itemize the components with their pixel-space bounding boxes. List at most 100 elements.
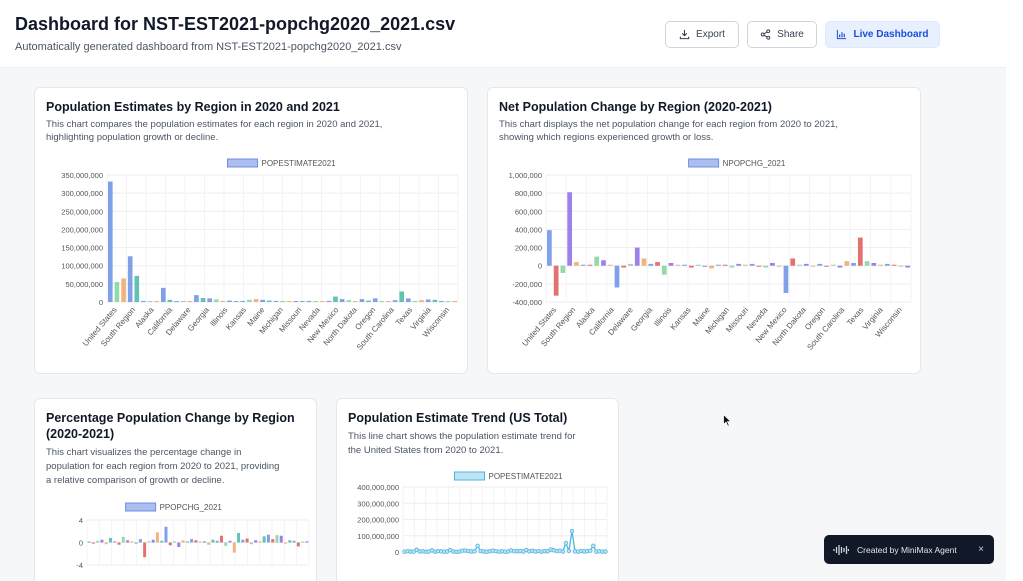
bar: [147, 301, 153, 302]
legend-label: POPESTIMATE2021: [262, 159, 337, 168]
bar: [797, 264, 802, 266]
bar: [258, 541, 262, 543]
share-button[interactable]: Share: [747, 21, 817, 48]
card-title: Population Estimate Trend (US Total): [348, 411, 568, 425]
legend-label: POPESTIMATE2021: [489, 472, 564, 481]
live-dashboard-button[interactable]: Live Dashboard: [825, 21, 940, 48]
bar: [207, 298, 212, 302]
bar: [220, 300, 226, 302]
bar: [154, 301, 159, 302]
bar: [167, 299, 173, 302]
bar: [198, 541, 202, 543]
y-tick-label: 200,000,000: [61, 225, 103, 234]
toast-label: Created by MiniMax Agent: [857, 544, 957, 555]
bar: [247, 299, 252, 302]
bar: [313, 300, 318, 302]
bar: [319, 301, 325, 302]
bar: [648, 263, 654, 266]
y-tick-label: 50,000,000: [65, 280, 103, 289]
bar: [168, 542, 172, 546]
bar: [104, 542, 108, 545]
bar: [445, 301, 451, 302]
bar: [211, 539, 215, 543]
scrollbar-track[interactable]: [1006, 0, 1023, 581]
bar: [134, 542, 138, 544]
bar: [260, 299, 265, 302]
bar: [306, 300, 312, 302]
line-chart-population-trend: POPESTIMATE2021 400,000,000 300,000,000 200…: [357, 471, 608, 557]
bar: [121, 278, 126, 302]
bar: [147, 541, 151, 543]
x-tick-label: Kansas: [224, 306, 248, 332]
bar-chart-net-population-change: NPOPCHG_2021 1,000,000 800,000 600,000 400,0…: [509, 158, 912, 352]
export-button[interactable]: Export: [665, 21, 739, 48]
y-tick-label: 600,000: [515, 207, 542, 216]
x-tick-label: Georgia: [629, 305, 655, 333]
bar: [803, 263, 809, 266]
y-tick-label: -400,000: [512, 298, 542, 307]
page-title: Dashboard for NST-EST2021-popchg2020_202…: [15, 14, 456, 34]
bar-chart-percentage-change: PPOPCHG_2021 4 0 -4: [76, 502, 310, 570]
bar: [601, 260, 606, 266]
bar: [353, 301, 358, 302]
bar: [134, 275, 140, 302]
bar: [702, 265, 708, 267]
minimax-agent-badge[interactable]: Created by MiniMax Agent ×: [824, 535, 994, 564]
bar: [100, 539, 104, 543]
card-description: This line chart shows the population est…: [348, 431, 576, 442]
card-description: showing which regions experienced growth…: [499, 132, 714, 143]
bar: [878, 264, 883, 266]
bar: [574, 262, 579, 266]
cursor-icon: [723, 414, 732, 427]
bar: [127, 256, 133, 302]
bar: [419, 300, 424, 302]
bar: [91, 542, 95, 544]
bar: [844, 261, 850, 266]
bar: [141, 300, 146, 302]
bar: [232, 542, 236, 553]
y-tick-label: 100,000,000: [357, 532, 399, 541]
bar: [729, 265, 735, 268]
bar: [567, 192, 573, 266]
data-point: [591, 543, 596, 549]
chart-card-percentage-change: Percentage Population Change by Region (…: [34, 398, 317, 581]
y-tick-label: 100,000,000: [61, 262, 103, 271]
bar: [180, 301, 186, 302]
export-label: Export: [696, 29, 725, 40]
bar: [372, 298, 378, 302]
card-title: (2020-2021): [46, 427, 115, 441]
bar-chart-population-estimates: POPESTIMATE2021 350,000,000 300,000,000 250…: [61, 158, 459, 352]
bar: [279, 535, 283, 543]
card-description: This chart compares the population estim…: [46, 119, 383, 130]
bar: [399, 291, 405, 302]
dashboard-header: Dashboard for NST-EST2021-popchg2020_202…: [0, 0, 1006, 68]
close-icon[interactable]: ×: [978, 544, 984, 555]
x-tick-label: Kansas: [669, 306, 693, 332]
y-tick-label: 250,000,000: [61, 207, 103, 216]
card-title: Net Population Change by Region (2020-20…: [499, 100, 772, 114]
bar: [587, 264, 593, 266]
bar: [366, 300, 371, 302]
bar: [253, 299, 259, 302]
y-tick-label: -4: [76, 561, 83, 570]
bar: [682, 264, 687, 266]
y-tick-label: 0: [79, 539, 83, 548]
legend-label: PPOPCHG_2021: [160, 503, 223, 512]
card-description: population for each region from 2020 to …: [46, 461, 280, 472]
bar: [249, 542, 253, 545]
bar: [174, 301, 179, 302]
bar: [406, 298, 411, 302]
card-title: Percentage Population Change by Region: [46, 411, 295, 425]
bar: [594, 256, 600, 266]
data-point: [603, 549, 608, 554]
bar: [160, 540, 164, 543]
bar: [743, 264, 748, 266]
bar: [187, 301, 193, 302]
bar: [837, 265, 843, 268]
y-tick-label: 0: [395, 548, 399, 557]
bar: [661, 265, 667, 275]
bar: [810, 265, 816, 267]
bar: [173, 541, 177, 543]
bar: [107, 181, 113, 302]
bar: [130, 541, 134, 543]
